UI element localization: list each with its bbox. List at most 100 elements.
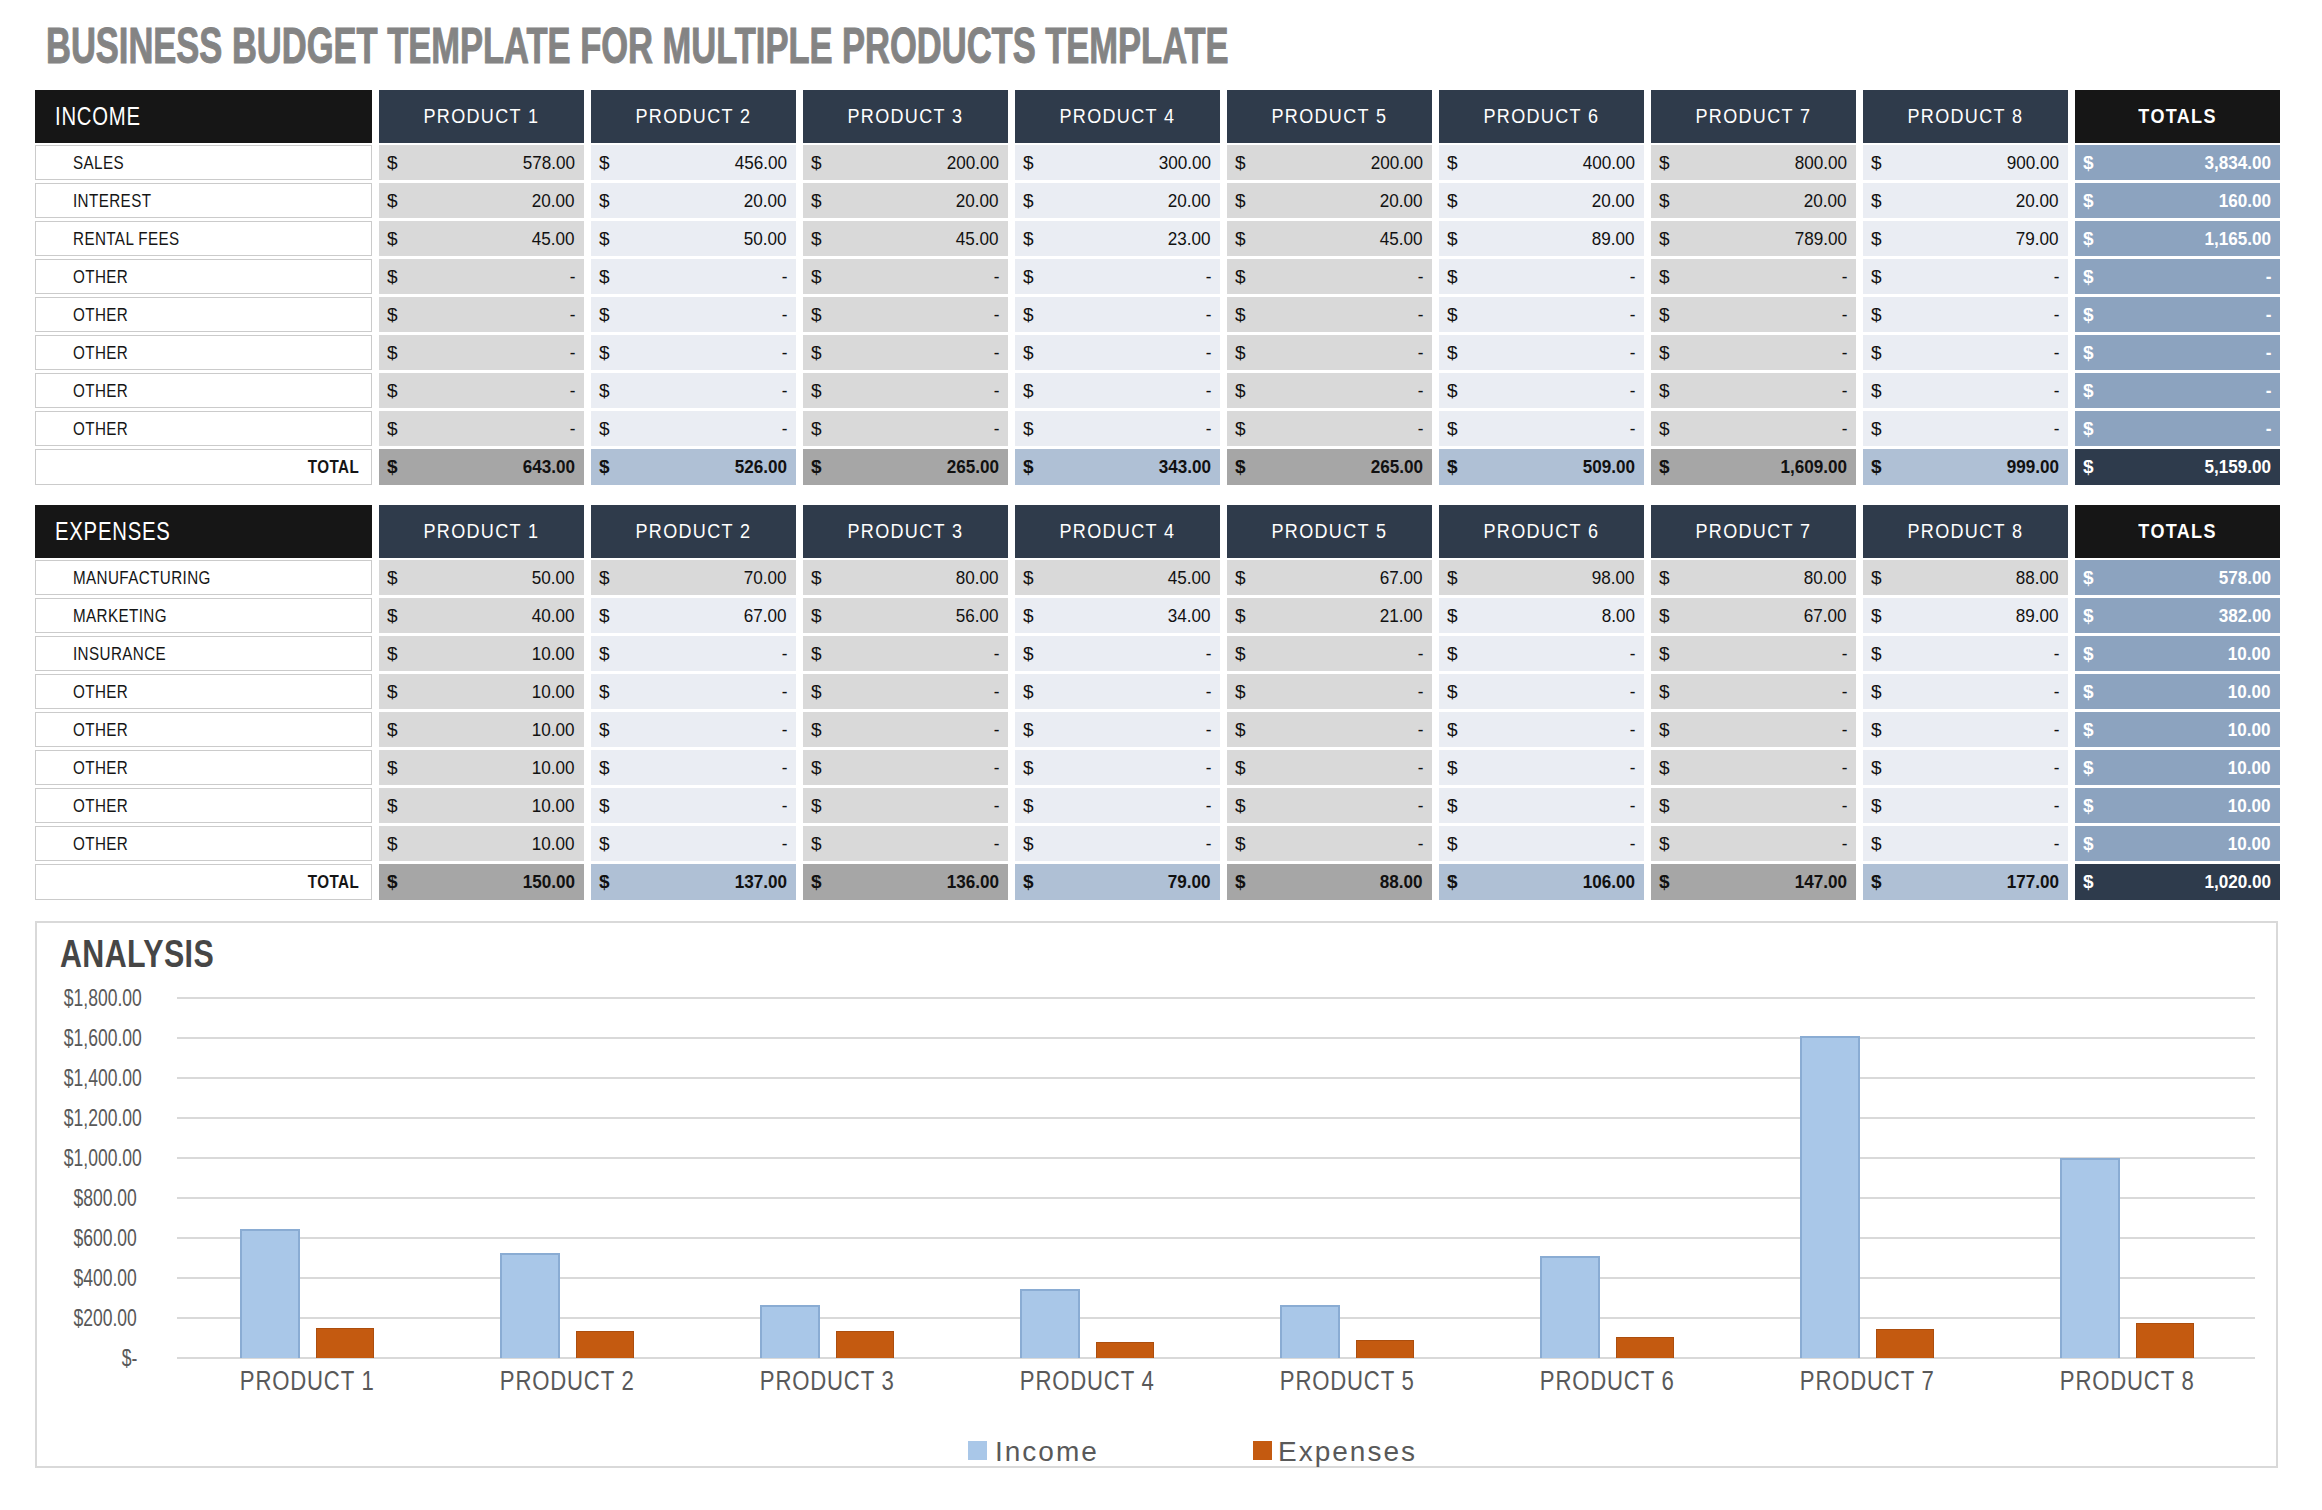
row-total-cell[interactable]: $382.00 [2075, 598, 2280, 633]
value-cell[interactable]: $10.00 [379, 826, 584, 861]
value-cell[interactable]: $400.00 [1439, 145, 1644, 180]
row-total-cell[interactable]: $- [2075, 411, 2280, 446]
value-cell[interactable]: $10.00 [379, 712, 584, 747]
value-cell[interactable]: $- [591, 712, 796, 747]
value-cell[interactable]: $- [1227, 373, 1432, 408]
row-label-cell[interactable]: OTHER [35, 712, 372, 747]
product-column-header[interactable]: PRODUCT 4 [1015, 505, 1220, 558]
value-cell[interactable]: $- [1227, 750, 1432, 785]
value-cell[interactable]: $- [1439, 826, 1644, 861]
row-total-cell[interactable]: $10.00 [2075, 826, 2280, 861]
value-cell[interactable]: $- [379, 335, 584, 370]
product-column-header[interactable]: PRODUCT 6 [1439, 90, 1644, 143]
value-cell[interactable]: $- [1651, 259, 1856, 294]
row-label-cell[interactable]: RENTAL FEES [35, 221, 372, 256]
value-cell[interactable]: $- [803, 259, 1008, 294]
value-cell[interactable]: $- [1439, 712, 1644, 747]
total-value-cell[interactable]: $177.00 [1863, 864, 2068, 900]
value-cell[interactable]: $456.00 [591, 145, 796, 180]
value-cell[interactable]: $- [591, 411, 796, 446]
total-value-cell[interactable]: $150.00 [379, 864, 584, 900]
value-cell[interactable]: $- [1863, 335, 2068, 370]
value-cell[interactable]: $21.00 [1227, 598, 1432, 633]
section-header-cell[interactable]: INCOME [35, 90, 372, 143]
value-cell[interactable]: $200.00 [1227, 145, 1432, 180]
value-cell[interactable]: $- [1015, 335, 1220, 370]
value-cell[interactable]: $- [1863, 750, 2068, 785]
value-cell[interactable]: $- [1015, 411, 1220, 446]
row-label-cell[interactable]: OTHER [35, 674, 372, 709]
value-cell[interactable]: $20.00 [1227, 183, 1432, 218]
value-cell[interactable]: $20.00 [1863, 183, 2068, 218]
value-cell[interactable]: $- [1863, 373, 2068, 408]
value-cell[interactable]: $- [803, 411, 1008, 446]
product-column-header[interactable]: PRODUCT 3 [803, 90, 1008, 143]
row-total-cell[interactable]: $- [2075, 373, 2280, 408]
value-cell[interactable]: $- [1015, 826, 1220, 861]
value-cell[interactable]: $- [1651, 712, 1856, 747]
row-total-cell[interactable]: $- [2075, 297, 2280, 332]
value-cell[interactable]: $- [379, 297, 584, 332]
value-cell[interactable]: $8.00 [1439, 598, 1644, 633]
value-cell[interactable]: $10.00 [379, 636, 584, 671]
product-column-header[interactable]: PRODUCT 3 [803, 505, 1008, 558]
product-column-header[interactable]: PRODUCT 2 [591, 505, 796, 558]
value-cell[interactable]: $- [1863, 674, 2068, 709]
value-cell[interactable]: $578.00 [379, 145, 584, 180]
value-cell[interactable]: $- [1439, 297, 1644, 332]
value-cell[interactable]: $45.00 [1227, 221, 1432, 256]
row-label-cell[interactable]: INTEREST [35, 183, 372, 218]
row-label-cell[interactable]: OTHER [35, 411, 372, 446]
value-cell[interactable]: $20.00 [1015, 183, 1220, 218]
row-total-cell[interactable]: $160.00 [2075, 183, 2280, 218]
total-value-cell[interactable]: $999.00 [1863, 449, 2068, 485]
value-cell[interactable]: $- [1227, 826, 1432, 861]
total-value-cell[interactable]: $343.00 [1015, 449, 1220, 485]
row-label-cell[interactable]: OTHER [35, 297, 372, 332]
row-total-cell[interactable]: $3,834.00 [2075, 145, 2280, 180]
value-cell[interactable]: $67.00 [1227, 560, 1432, 595]
total-row-label[interactable]: TOTAL [35, 864, 372, 900]
value-cell[interactable]: $200.00 [803, 145, 1008, 180]
row-total-cell[interactable]: $1,165.00 [2075, 221, 2280, 256]
value-cell[interactable]: $300.00 [1015, 145, 1220, 180]
value-cell[interactable]: $- [1863, 297, 2068, 332]
value-cell[interactable]: $- [1651, 411, 1856, 446]
product-column-header[interactable]: PRODUCT 5 [1227, 505, 1432, 558]
value-cell[interactable]: $- [1015, 373, 1220, 408]
value-cell[interactable]: $- [1651, 297, 1856, 332]
total-value-cell[interactable]: $643.00 [379, 449, 584, 485]
value-cell[interactable]: $- [591, 335, 796, 370]
value-cell[interactable]: $- [379, 259, 584, 294]
value-cell[interactable]: $- [1227, 712, 1432, 747]
value-cell[interactable]: $- [1015, 636, 1220, 671]
value-cell[interactable]: $89.00 [1439, 221, 1644, 256]
value-cell[interactable]: $- [379, 373, 584, 408]
value-cell[interactable]: $- [1227, 259, 1432, 294]
value-cell[interactable]: $- [1015, 297, 1220, 332]
row-total-cell[interactable]: $- [2075, 259, 2280, 294]
row-label-cell[interactable]: SALES [35, 145, 372, 180]
value-cell[interactable]: $- [803, 373, 1008, 408]
grand-total-cell[interactable]: $1,020.00 [2075, 864, 2280, 900]
product-column-header[interactable]: PRODUCT 7 [1651, 90, 1856, 143]
value-cell[interactable]: $- [1439, 674, 1644, 709]
totals-column-header[interactable]: TOTALS [2075, 90, 2280, 143]
value-cell[interactable]: $- [1015, 750, 1220, 785]
value-cell[interactable]: $20.00 [379, 183, 584, 218]
value-cell[interactable]: $34.00 [1015, 598, 1220, 633]
row-total-cell[interactable]: $10.00 [2075, 788, 2280, 823]
value-cell[interactable]: $- [1651, 750, 1856, 785]
value-cell[interactable]: $- [803, 335, 1008, 370]
value-cell[interactable]: $- [803, 297, 1008, 332]
total-value-cell[interactable]: $106.00 [1439, 864, 1644, 900]
value-cell[interactable]: $- [1863, 411, 2068, 446]
value-cell[interactable]: $- [1651, 788, 1856, 823]
value-cell[interactable]: $- [1439, 636, 1644, 671]
product-column-header[interactable]: PRODUCT 7 [1651, 505, 1856, 558]
value-cell[interactable]: $- [1863, 259, 2068, 294]
value-cell[interactable]: $- [1227, 297, 1432, 332]
total-value-cell[interactable]: $88.00 [1227, 864, 1432, 900]
row-label-cell[interactable]: INSURANCE [35, 636, 372, 671]
value-cell[interactable]: $20.00 [1651, 183, 1856, 218]
